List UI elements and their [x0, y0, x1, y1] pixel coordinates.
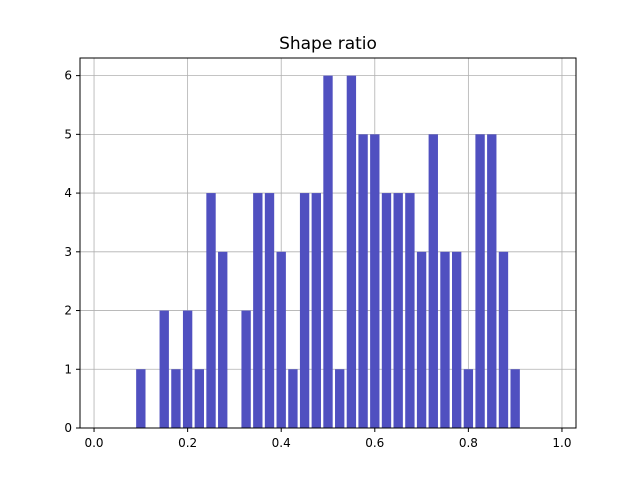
x-tick-label: 0.8 — [459, 436, 478, 450]
histogram-bar — [498, 251, 509, 428]
histogram-bar — [452, 251, 462, 428]
y-tick-label: 0 — [64, 421, 72, 435]
x-tick-label: 0.0 — [84, 436, 103, 450]
histogram-bar — [405, 193, 415, 428]
y-tick-label: 6 — [64, 69, 72, 83]
x-tick-label: 1.0 — [552, 436, 571, 450]
histogram-bar — [393, 193, 403, 428]
histogram-bar — [370, 134, 380, 428]
y-axis-ticks: 0 1 2 3 4 5 6 — [64, 69, 80, 435]
histogram-bar — [253, 193, 263, 428]
plot-frame — [79, 57, 577, 429]
y-tick-label: 2 — [64, 304, 72, 318]
histogram-bar — [358, 134, 368, 428]
histogram-bar — [440, 251, 450, 428]
histogram-bar — [311, 193, 321, 428]
histogram-bar — [335, 369, 345, 428]
histogram-bar — [218, 251, 228, 428]
histogram-bar — [487, 134, 497, 428]
x-tick-label: 0.2 — [178, 436, 197, 450]
histogram-bar — [381, 193, 392, 428]
histogram-bar — [136, 369, 146, 428]
histogram-bar — [194, 369, 204, 428]
histogram-bar — [416, 251, 427, 428]
histogram-bar — [475, 134, 485, 428]
histogram-bar — [276, 251, 286, 428]
y-tick-label: 3 — [64, 245, 72, 259]
x-tick-label: 0.6 — [365, 436, 384, 450]
histogram-bar — [346, 75, 357, 428]
chart-title: Shape ratio — [279, 34, 377, 54]
y-tick-label: 5 — [64, 127, 72, 141]
y-tick-label: 4 — [64, 186, 72, 200]
y-tick-label: 1 — [64, 362, 72, 376]
histogram-bar — [241, 310, 251, 428]
histogram-bar — [159, 310, 169, 428]
histogram-bar — [182, 310, 193, 428]
histogram-bar — [288, 369, 298, 428]
histogram-bar — [171, 369, 181, 428]
bar-series — [136, 75, 520, 428]
histogram-bar — [323, 75, 333, 428]
x-axis-ticks: 0.0 0.2 0.4 0.6 0.8 1.0 — [84, 428, 572, 450]
histogram-bar — [428, 134, 438, 428]
histogram-bar — [206, 193, 216, 428]
x-tick-label: 0.4 — [272, 436, 291, 450]
histogram-bar — [510, 369, 520, 428]
histogram-bar — [299, 193, 310, 428]
histogram-bar — [264, 193, 275, 428]
histogram-bar — [463, 369, 474, 428]
